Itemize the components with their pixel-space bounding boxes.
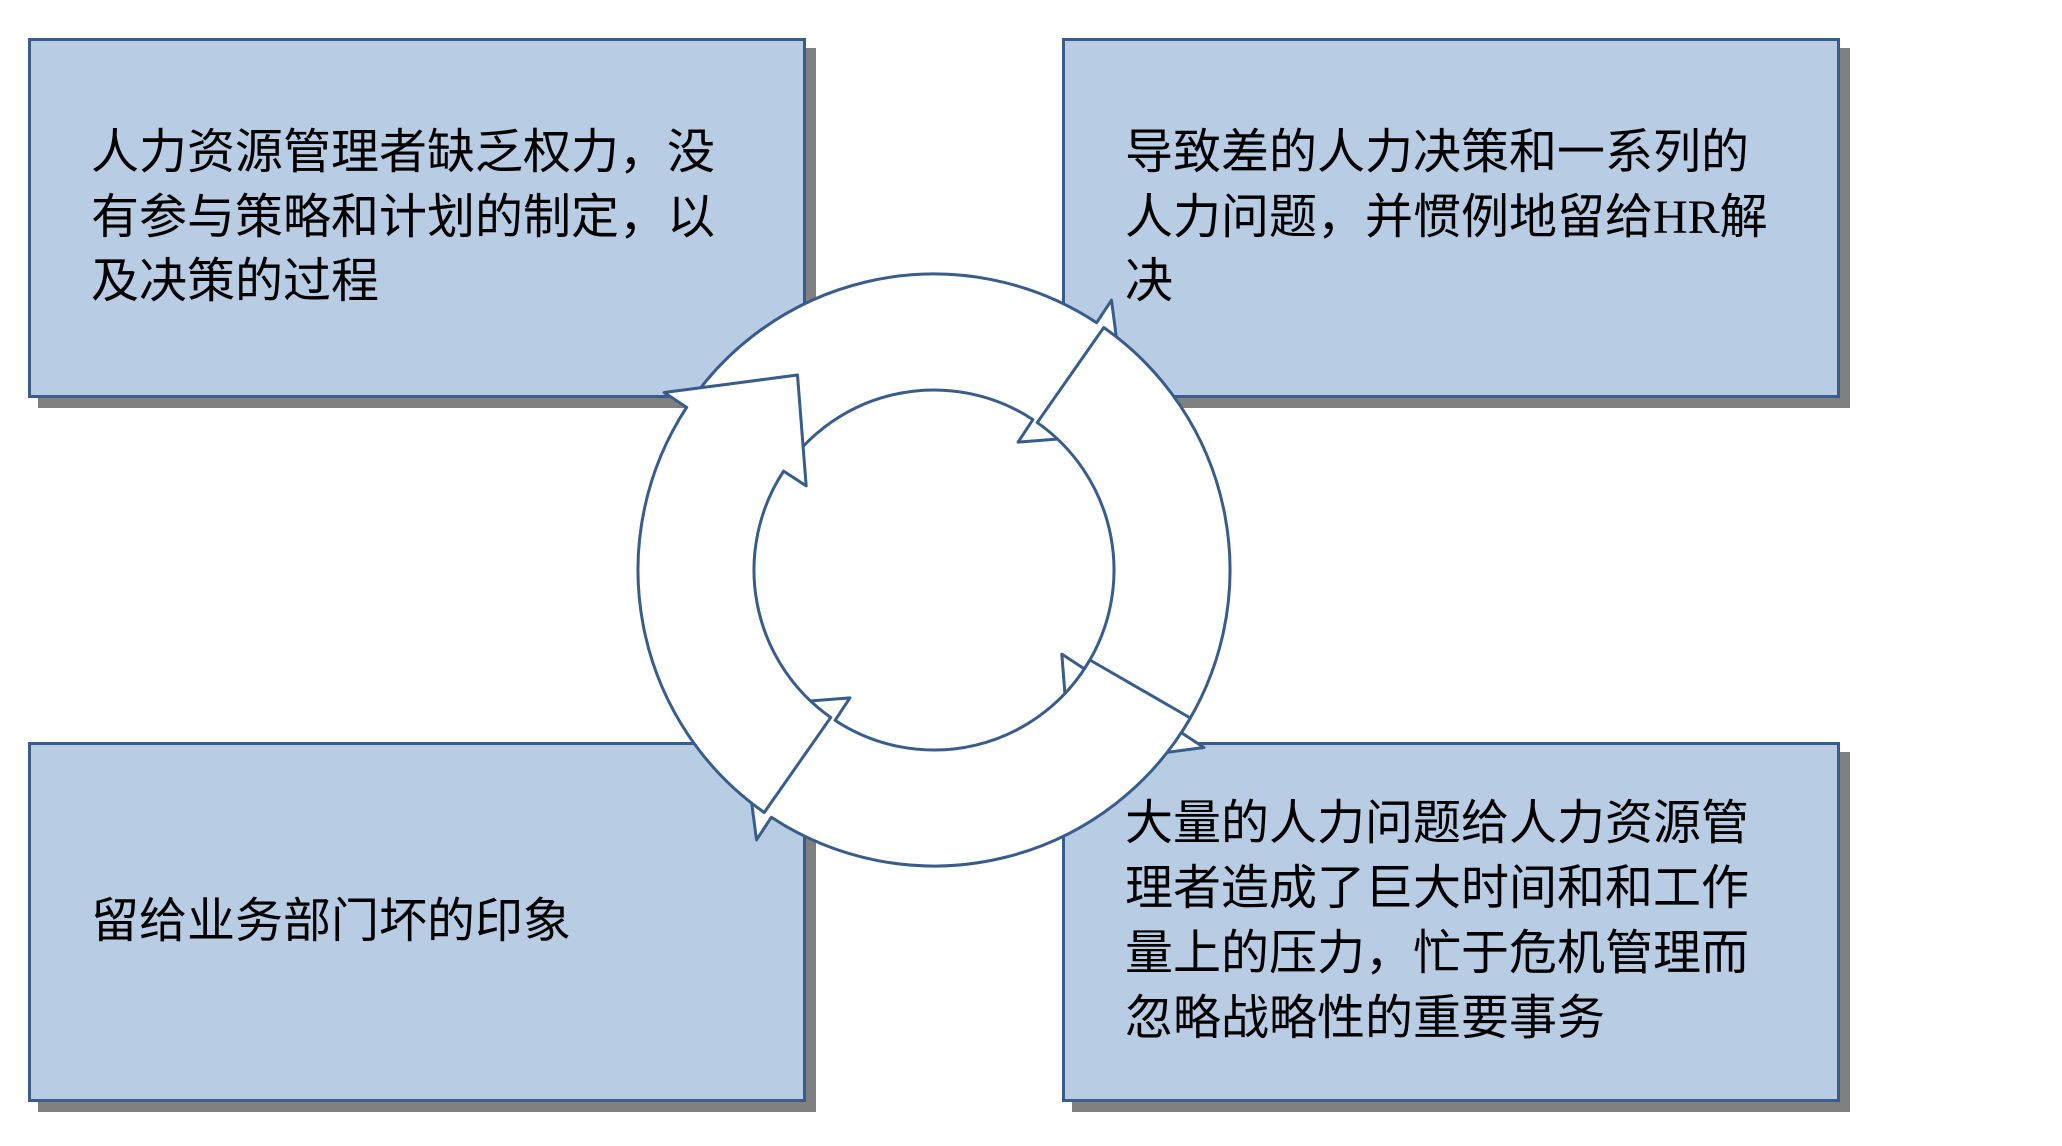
- node-top-left-text: 人力资源管理者缺乏权力，没有参与策略和计划的制定，以及决策的过程: [91, 121, 743, 315]
- node-bottom-right-text: 大量的人力问题给人力资源管理者造成了巨大时间和和工作量上的压力，忙于危机管理而忽…: [1125, 792, 1777, 1051]
- node-top-right-text: 导致差的人力决策和一系列的人力问题，并惯例地留给HR解决: [1125, 121, 1777, 315]
- node-bottom-right: 大量的人力问题给人力资源管理者造成了巨大时间和和工作量上的压力，忙于危机管理而忽…: [1062, 742, 1840, 1102]
- node-bottom-left: 留给业务部门坏的印象: [28, 742, 806, 1102]
- node-top-right: 导致差的人力决策和一系列的人力问题，并惯例地留给HR解决: [1062, 38, 1840, 398]
- node-bottom-left-text: 留给业务部门坏的印象: [91, 890, 743, 955]
- diagram-canvas: 人力资源管理者缺乏权力，没有参与策略和计划的制定，以及决策的过程 导致差的人力决…: [0, 0, 2062, 1146]
- node-top-left: 人力资源管理者缺乏权力，没有参与策略和计划的制定，以及决策的过程: [28, 38, 806, 398]
